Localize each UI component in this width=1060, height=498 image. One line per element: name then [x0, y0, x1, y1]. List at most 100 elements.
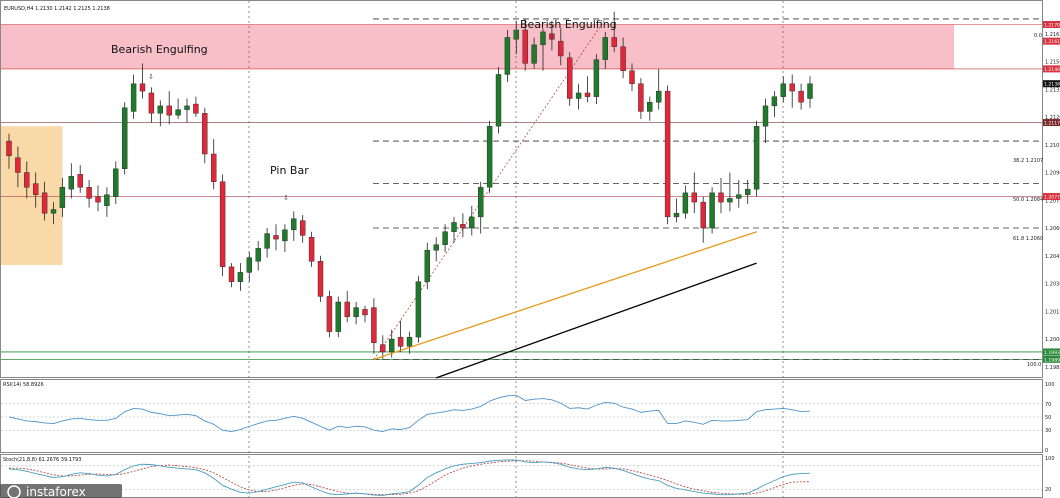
price-tick-label: 1.2015 — [1045, 309, 1060, 315]
stoch-layer: 100 20 — [1, 456, 1055, 496]
rsi-layer: 100 70 50 30 0 — [1, 382, 1055, 454]
price-axis-layer: 1.2165 1.2150 1.2135 1.2120 1.2105 1.2090 1.20… — [1045, 32, 1060, 371]
candle-bull — [104, 194, 110, 206]
candle-bear — [611, 37, 617, 47]
main-pane-frame — [0, 0, 1043, 378]
candle-bull — [59, 187, 66, 208]
candle-bear — [166, 105, 172, 116]
candle-bear — [33, 183, 39, 195]
candle-bull — [469, 216, 475, 229]
candle-bear — [202, 113, 208, 155]
zones-layer — [1, 24, 954, 265]
arrow-down-icon: ⇩ — [549, 33, 555, 41]
candle-bear — [638, 83, 644, 112]
stoch-label: Stoch(21,8,8) 61.2676 39.1793 — [3, 457, 81, 463]
candle-bear — [789, 83, 795, 92]
rsi-line — [8, 394, 811, 432]
price-tag-zone-lower — [1043, 65, 1060, 73]
price-tag-green-lower — [1043, 355, 1060, 363]
price-tag-support-mid — [1043, 119, 1060, 127]
rsi-tick-label: 30 — [1045, 428, 1051, 434]
levels-layer — [1, 24, 1042, 360]
candle-bull — [531, 44, 537, 64]
candle-bear — [397, 336, 404, 347]
candles-layer — [6, 11, 813, 360]
resistance-zone — [1, 24, 954, 69]
candle-bear — [300, 220, 306, 236]
candle-bear — [567, 57, 573, 99]
candle-bull — [68, 175, 75, 190]
watermark-text: instaforex — [26, 485, 86, 498]
price-tick-label: 1.1985 — [1045, 365, 1060, 371]
candle-bear — [629, 70, 635, 84]
price-tag-current — [1043, 80, 1060, 88]
fib-label-618: 61.8 1.2060 — [1013, 236, 1043, 242]
candle-bear — [193, 103, 199, 114]
candle-bull — [540, 31, 546, 46]
candle-bull — [780, 83, 786, 97]
candle-bear — [210, 153, 217, 182]
stoch-tick-label: 100 — [1045, 456, 1055, 462]
candle-bull — [389, 338, 395, 353]
candle-bull — [745, 188, 751, 195]
candle-bear — [380, 344, 386, 353]
arrow-down-icon: ⇩ — [283, 194, 289, 202]
candle-bull — [130, 83, 137, 112]
candle-bear — [326, 296, 333, 332]
candle-bear — [148, 92, 155, 114]
candle-bear — [24, 172, 30, 188]
candle-bull — [237, 272, 244, 282]
candle-bull — [157, 105, 164, 114]
candle-bull — [353, 307, 359, 317]
candle-bear — [558, 40, 564, 57]
candle-bull — [709, 192, 715, 229]
candle-bull — [335, 301, 341, 332]
price-tag-support-low — [1043, 193, 1060, 201]
candle-bull — [291, 218, 297, 231]
price-tick-label: 1.2090 — [1045, 171, 1060, 177]
candle-bull — [282, 229, 288, 242]
rsi-pane-frame — [0, 379, 1043, 453]
candle-bear — [664, 90, 671, 218]
candle-bear — [219, 181, 226, 268]
candle-bull — [486, 126, 493, 188]
price-tag-green-upper — [1043, 348, 1060, 356]
price-tag-label: 1.1989 — [1044, 357, 1060, 363]
price-tick-label: 1.2000 — [1045, 337, 1060, 343]
rsi-tick-label: 100 — [1045, 382, 1055, 388]
candle-bear — [371, 307, 377, 343]
price-tick-label: 1.2075 — [1045, 198, 1060, 204]
candle-bull — [647, 101, 653, 112]
trendline-black — [435, 262, 757, 379]
watermark: instaforex — [0, 484, 122, 498]
candle-bull — [593, 59, 600, 97]
arrow-down-icon: ⇩ — [148, 73, 154, 81]
candle-bull — [184, 105, 190, 110]
candle-bull — [424, 249, 430, 282]
candle-bear — [700, 201, 706, 229]
candle-bear — [362, 309, 368, 316]
price-tick-label: 1.2060 — [1045, 226, 1060, 232]
price-tag-label: 1.2170 — [1044, 23, 1060, 29]
candle-bull — [602, 37, 608, 60]
rsi-tick-label: 0 — [1045, 448, 1048, 454]
candle-bear — [620, 46, 626, 71]
stoch-main-line — [8, 459, 811, 496]
price-tick-label: 1.2135 — [1045, 87, 1060, 93]
stoch-tick-label: 20 — [1045, 487, 1051, 493]
stoch-signal-line — [9, 460, 810, 496]
candle-bull — [673, 212, 680, 218]
candle-bear — [41, 192, 48, 214]
candle-bear — [798, 90, 804, 103]
candle-bear — [6, 140, 12, 157]
annotation-bearish-engulfing-left: Bearish Engulfing — [111, 43, 208, 56]
candle-bull — [762, 105, 769, 127]
price-tag-label: 1.2138 — [1044, 82, 1060, 88]
price-tick-label: 1.2120 — [1045, 115, 1060, 121]
price-tick-label: 1.2105 — [1045, 143, 1060, 149]
candle-bull — [753, 126, 760, 190]
fibonacci-layer — [373, 18, 1042, 360]
fib-label-100: 100.0 — [1027, 362, 1041, 368]
candle-bear — [228, 266, 235, 282]
